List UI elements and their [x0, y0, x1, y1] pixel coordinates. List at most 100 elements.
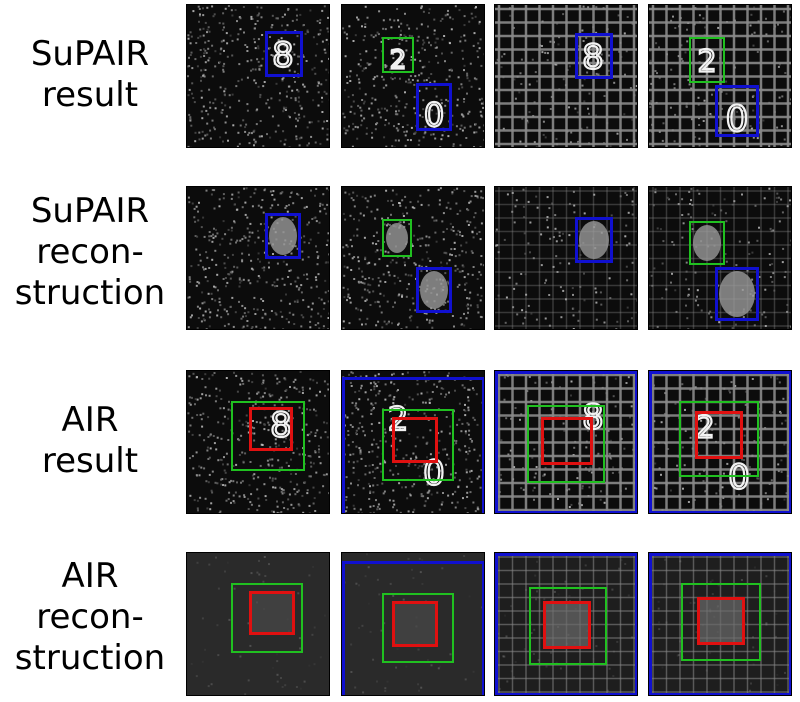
noise-speck — [361, 119, 364, 122]
noise-speck — [418, 139, 421, 142]
noise-speck — [232, 325, 235, 328]
noise-speck — [323, 5, 326, 8]
noise-speck — [268, 393, 271, 396]
noise-speck — [195, 42, 198, 44]
noise-speck — [265, 499, 268, 501]
recon-patch — [545, 603, 589, 647]
noise-speck — [468, 595, 471, 598]
noise-speck — [390, 199, 393, 202]
noise-speck — [317, 255, 320, 258]
noise-speck — [251, 381, 254, 384]
image-panel-air-result-3: 8 — [494, 370, 638, 514]
noise-speck — [383, 490, 386, 493]
noise-speck — [374, 402, 377, 405]
noise-speck — [528, 375, 531, 378]
noise-speck — [257, 45, 260, 48]
noise-speck — [323, 513, 325, 514]
noise-speck — [191, 314, 193, 317]
noise-speck — [210, 193, 213, 196]
noise-speck — [480, 263, 483, 266]
noise-speck — [666, 196, 669, 199]
noise-speck — [239, 655, 242, 658]
noise-speck — [367, 398, 370, 401]
noise-speck — [447, 100, 450, 103]
noise-speck — [240, 279, 243, 282]
noise-speck — [513, 26, 515, 29]
noise-speck — [464, 430, 467, 433]
noise-speck — [607, 54, 610, 57]
noise-speck — [326, 203, 329, 206]
noise-speck — [269, 47, 271, 49]
noise-speck — [211, 5, 214, 8]
noise-speck — [310, 465, 313, 468]
noise-speck — [204, 21, 207, 24]
noise-speck — [233, 587, 236, 590]
noise-speck — [753, 440, 756, 442]
noise-speck — [449, 42, 451, 45]
noise-speck — [369, 382, 372, 385]
noise-speck — [422, 401, 425, 404]
noise-speck — [225, 499, 228, 502]
noise-speck — [595, 645, 598, 648]
noise-speck — [468, 20, 471, 23]
noise-speck — [251, 205, 254, 208]
noise-speck — [476, 232, 478, 235]
noise-speck — [498, 687, 501, 690]
noise-speck — [428, 398, 431, 401]
noise-speck — [399, 77, 401, 80]
noise-speck — [565, 298, 567, 301]
noise-speck — [673, 83, 676, 86]
noise-speck — [438, 199, 441, 202]
noise-speck — [461, 264, 464, 267]
noise-speck — [505, 296, 508, 299]
noise-speck — [479, 299, 482, 302]
noise-speck — [250, 132, 253, 135]
noise-speck — [478, 475, 481, 478]
noise-speck — [317, 82, 320, 85]
noise-speck — [381, 217, 384, 220]
noise-speck — [363, 236, 366, 239]
digit-glyph: 2 — [697, 45, 716, 80]
noise-speck — [425, 235, 428, 238]
noise-speck — [450, 228, 453, 231]
noise-speck — [283, 143, 286, 146]
noise-speck — [419, 59, 422, 62]
noise-speck — [309, 238, 312, 241]
noise-speck — [673, 87, 676, 90]
noise-speck — [685, 278, 688, 281]
noise-speck — [382, 294, 385, 297]
noise-speck — [357, 280, 360, 283]
noise-speck — [191, 92, 193, 95]
noise-speck — [189, 403, 192, 406]
noise-speck — [729, 391, 732, 394]
noise-speck — [496, 58, 499, 61]
noise-speck — [790, 325, 791, 328]
noise-speck — [377, 503, 380, 506]
noise-speck — [293, 488, 296, 491]
noise-speck — [522, 205, 525, 208]
noise-speck — [413, 508, 416, 511]
label-line: result — [41, 75, 139, 115]
noise-speck — [285, 95, 288, 98]
noise-speck — [392, 203, 394, 206]
panel-image: 8 — [495, 5, 637, 147]
noise-speck — [263, 266, 266, 269]
noise-speck — [568, 106, 570, 109]
noise-speck — [544, 136, 547, 139]
noise-speck — [253, 144, 255, 147]
noise-speck — [468, 446, 471, 449]
noise-speck — [259, 96, 262, 99]
noise-speck — [253, 129, 256, 132]
noise-speck — [367, 566, 370, 569]
noise-speck — [358, 81, 361, 84]
noise-speck — [347, 460, 350, 463]
green-bounding-box — [382, 409, 454, 481]
noise-speck — [271, 194, 274, 196]
noise-speck — [391, 259, 394, 262]
noise-speck — [430, 493, 433, 496]
noise-speck — [213, 13, 216, 16]
noise-speck — [483, 102, 484, 105]
noise-speck — [224, 131, 227, 134]
noise-speck — [520, 58, 523, 61]
noise-speck — [405, 39, 408, 42]
